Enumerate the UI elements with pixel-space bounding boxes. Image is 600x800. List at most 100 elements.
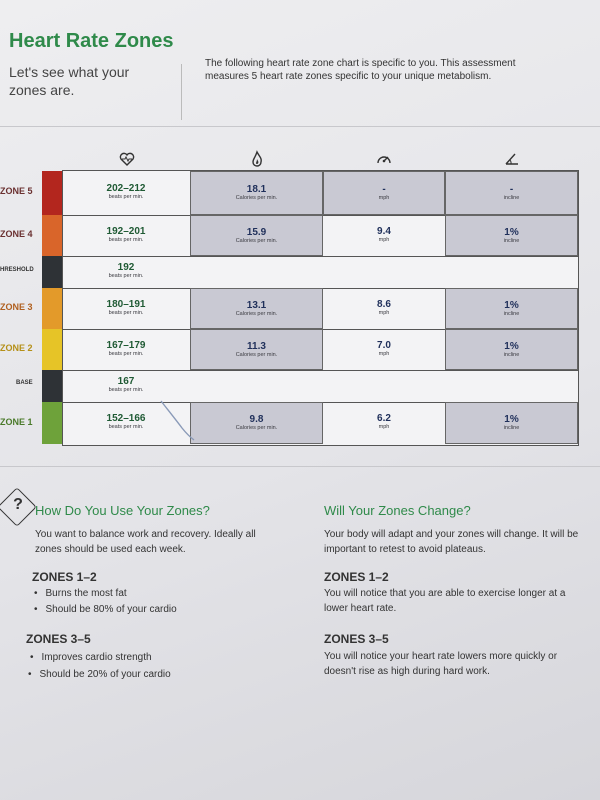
cell-unit: incline [503,238,520,244]
base-swatch [42,370,62,402]
intro-text: The following heart rate zone chart is s… [205,58,516,82]
row-label-zone-5: ZONE 5 [0,186,33,196]
cell-unit: beats per min. [108,273,144,279]
cell-value: 1% [504,341,519,352]
cell-unit: Calories per min. [235,311,278,317]
zones-3-5-heading: ZONES 3–5 [26,632,91,646]
cell-unit: mph [378,351,390,357]
zone-4-swatch [42,215,62,256]
cell-cal: 11.3 Calories per min. [190,329,323,370]
cell-value: 11.3 [247,341,266,352]
question-icon: ? [13,496,23,513]
cell-value: 9.4 [377,226,391,237]
row-label-base: BASE [16,380,33,386]
cell-unit: mph [378,237,390,243]
cell-cal: 18.1 Calories per min. [190,171,323,215]
cell-value: 1% [504,414,519,425]
cell-incline: - incline [445,171,578,215]
list-item: Should be 20% of your cardio [28,669,171,680]
incline-icon [505,153,518,165]
cell-bpm: 152–166 beats per min. [62,402,190,444]
cell-value: 167–179 [106,340,146,351]
row-label-zone-1: ZONE 1 [0,417,33,427]
cell-value: 18.1 [246,184,267,195]
cell-value: 15.9 [246,227,267,238]
cell-unit: beats per min. [108,387,144,393]
zones-1-2-body-right: You will notice that you are able to exe… [324,588,566,614]
cell-unit: incline [503,352,520,358]
zones-1-2-heading-right: ZONES 1–2 [324,570,389,584]
cell-value: 1% [504,227,519,238]
cell-unit: incline [503,195,520,201]
cell-bpm: 202–212 beats per min. [62,171,190,215]
cell-value: 6.2 [377,413,391,424]
cell-unit: incline [503,311,520,317]
cell-incline: 1% incline [445,402,578,444]
cell-value: 202–212 [106,183,146,194]
cell-bpm: 192 beats per min. [62,256,190,288]
cell-incline: 1% incline [445,329,578,370]
cell-speed: - mph [323,171,445,215]
cell-bpm: 192–201 beats per min. [62,215,190,256]
page-subtitle: Let's see what your zones are. [9,64,130,98]
cell-cal: 9.8 Calories per min. [190,402,323,444]
cell-value: 9.8 [249,414,264,425]
list-item: Burns the most fat [34,588,127,599]
cell-unit: beats per min. [108,194,144,200]
row-label-threshold: HRESHOLD [0,267,34,273]
cell-value: 8.6 [377,299,391,310]
header-divider [181,64,182,120]
zone-1-swatch [42,402,62,444]
zone-3-swatch [42,288,62,329]
row-divider [62,370,578,371]
calorie-flame-icon [252,150,262,167]
cell-value: 192 [117,262,135,273]
page-title: Heart Rate Zones [9,30,174,52]
row-label-zone-4: ZONE 4 [0,229,33,239]
zone-2-swatch [42,329,62,370]
cell-bpm: 180–191 beats per min. [62,288,190,329]
cell-unit: Calories per min. [235,238,278,244]
cell-bpm: 167–179 beats per min. [62,329,190,370]
cell-incline: 1% incline [445,215,578,256]
how-to-use-heading: How Do You Use Your Zones? [35,503,210,518]
zone-5-swatch [42,171,62,215]
pen-mark [160,400,195,441]
row-label-zone-2: ZONE 2 [0,343,33,353]
cell-speed: 7.0 mph [323,329,445,370]
zones-3-5-body-right: You will notice your heart rate lowers m… [324,651,558,677]
cell-unit: incline [503,425,520,431]
cell-value: 13.1 [246,300,267,311]
cell-cal: 13.1 Calories per min. [190,288,323,329]
zones-1-2-heading: ZONES 1–2 [32,570,97,584]
cell-unit: beats per min. [108,424,144,430]
zones-change-heading: Will Your Zones Change? [324,503,471,518]
cell-bpm: 167 beats per min. [62,370,190,402]
row-label-zone-3: ZONE 3 [0,302,33,312]
cell-unit: mph [378,310,390,316]
cell-speed: 9.4 mph [323,215,445,256]
cell-incline: 1% incline [445,288,578,329]
speedometer-icon [377,156,391,164]
cell-unit: beats per min. [108,237,144,243]
cell-value: 167 [117,376,135,387]
zones-3-5-heading-right: ZONES 3–5 [324,632,389,646]
cell-unit: mph [378,424,390,430]
cell-speed: 8.6 mph [323,288,445,329]
heart-rate-icon [119,152,135,166]
zones-change-body: Your body will adapt and your zones will… [324,529,579,555]
cell-value: 192–201 [106,226,146,237]
list-item: Should be 80% of your cardio [34,604,177,615]
cell-value: 180–191 [106,299,146,310]
cell-unit: mph [378,195,390,201]
cell-value: 1% [504,300,519,311]
cell-unit: beats per min. [108,310,144,316]
cell-value: 152–166 [106,413,146,424]
threshold-swatch [42,256,62,288]
cell-unit: Calories per min. [235,195,278,201]
cell-cal: 15.9 Calories per min. [190,215,323,256]
cell-unit: Calories per min. [235,425,278,431]
how-to-use-body: You want to balance work and recovery. I… [35,529,256,555]
cell-value: - [509,184,514,195]
cell-speed: 6.2 mph [323,402,445,444]
